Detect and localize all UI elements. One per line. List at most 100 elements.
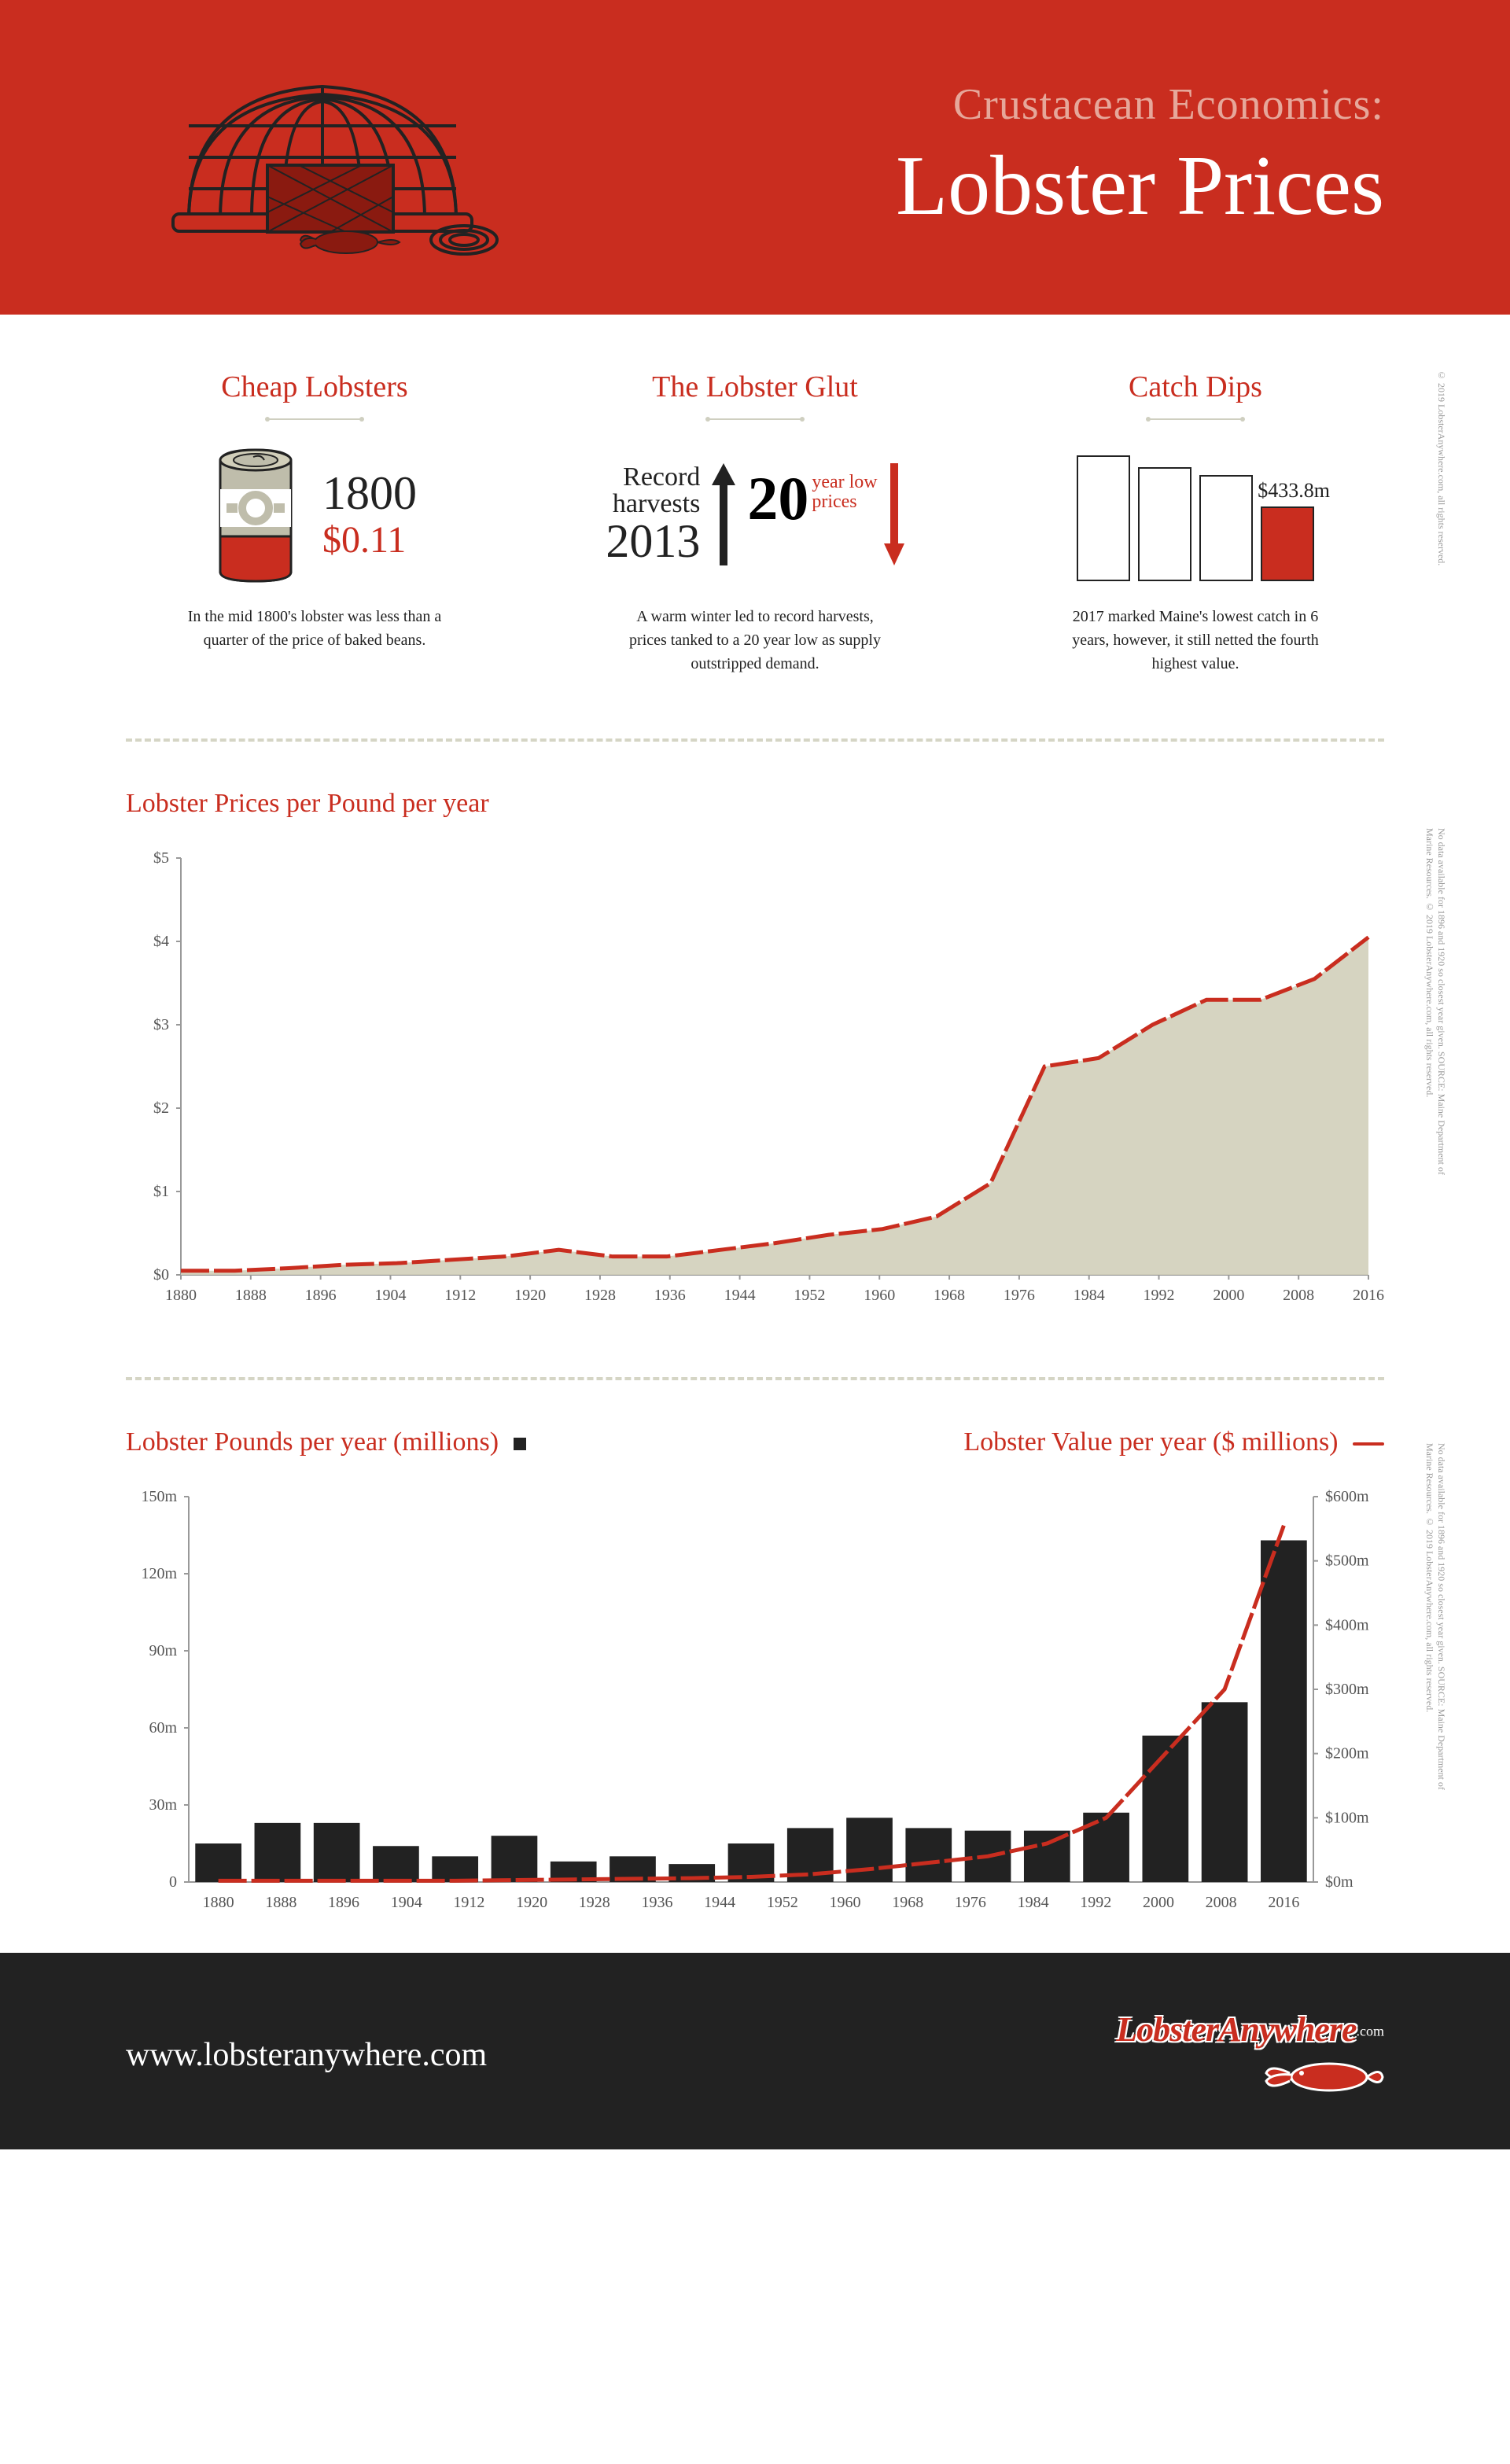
footer: www.lobsteranywhere.com LobsterAnywhere.… <box>0 1953 1510 2149</box>
svg-text:0: 0 <box>169 1873 177 1891</box>
divider <box>126 738 1384 742</box>
svg-text:1960: 1960 <box>830 1894 861 1911</box>
svg-text:1952: 1952 <box>767 1894 798 1911</box>
svg-text:1880: 1880 <box>203 1894 234 1911</box>
svg-text:1928: 1928 <box>584 1287 616 1304</box>
svg-text:1976: 1976 <box>1004 1287 1035 1304</box>
svg-text:1920: 1920 <box>514 1287 546 1304</box>
svg-text:1992: 1992 <box>1144 1287 1175 1304</box>
underline <box>267 418 362 420</box>
svg-text:1888: 1888 <box>235 1287 267 1304</box>
footer-logo: LobsterAnywhere.com <box>1116 2009 1384 2101</box>
svg-text:1928: 1928 <box>579 1894 610 1911</box>
footer-logo-suffix: .com <box>1357 2024 1385 2039</box>
header: Crustacean Economics: Lobster Prices <box>0 0 1510 315</box>
callout-glut: The Lobster Glut Record harvests 2013 20 <box>566 370 944 676</box>
dip-bar <box>1077 455 1130 581</box>
volume-chart-title-right: Lobster Value per year ($ millions) <box>963 1427 1384 1457</box>
svg-text:$100m: $100m <box>1325 1809 1369 1826</box>
legend-square-icon <box>514 1438 526 1450</box>
glut-year: 2013 <box>606 517 700 565</box>
svg-text:1880: 1880 <box>165 1287 197 1304</box>
svg-text:1976: 1976 <box>955 1894 986 1911</box>
svg-text:1992: 1992 <box>1080 1894 1111 1911</box>
price-chart-title: Lobster Prices per Pound per year <box>126 789 1384 819</box>
glut-record: Record <box>606 464 700 491</box>
svg-text:2000: 2000 <box>1213 1287 1244 1304</box>
volume-title-left-text: Lobster Pounds per year (millions) <box>126 1427 499 1457</box>
svg-text:$2: $2 <box>153 1099 169 1117</box>
dip-bar <box>1261 506 1314 581</box>
svg-text:1904: 1904 <box>374 1287 406 1304</box>
svg-text:2008: 2008 <box>1206 1894 1237 1911</box>
svg-text:$4: $4 <box>153 933 169 950</box>
copyright-side: © 2019 LobsterAnywhere.com, all rights r… <box>1435 370 1447 606</box>
arrow-down-icon <box>884 463 904 565</box>
svg-text:1960: 1960 <box>864 1287 895 1304</box>
svg-text:1888: 1888 <box>265 1894 296 1911</box>
callouts-row: Cheap Lobsters <box>0 315 1510 707</box>
legend-line-icon <box>1353 1442 1384 1446</box>
header-title: Lobster Prices <box>896 138 1384 235</box>
svg-text:1984: 1984 <box>1074 1287 1105 1304</box>
dip-bar <box>1138 467 1191 581</box>
svg-text:$5: $5 <box>153 849 169 867</box>
cheap-desc: In the mid 1800's lobster was less than … <box>181 605 448 652</box>
price-chart-section: Lobster Prices per Pound per year $0$1$2… <box>0 773 1510 1346</box>
divider <box>126 1377 1384 1380</box>
glut-line2: prices <box>812 492 877 512</box>
svg-text:60m: 60m <box>149 1719 177 1737</box>
svg-text:1968: 1968 <box>934 1287 965 1304</box>
price-chart-source: No data available for 1896 and 1920 so c… <box>1423 828 1447 1182</box>
volume-title-right-text: Lobster Value per year ($ millions) <box>963 1427 1338 1457</box>
svg-text:120m: 120m <box>141 1565 177 1582</box>
svg-text:1968: 1968 <box>892 1894 923 1911</box>
dips-bars: $433.8m <box>1077 447 1314 581</box>
svg-text:2000: 2000 <box>1143 1894 1174 1911</box>
underline <box>1148 418 1243 420</box>
svg-text:2016: 2016 <box>1268 1894 1299 1911</box>
volume-chart-source: No data available for 1896 and 1920 so c… <box>1423 1443 1447 1797</box>
glut-20: 20 <box>747 463 808 534</box>
underline <box>708 418 802 420</box>
volume-chart-section: Lobster Pounds per year (millions) Lobst… <box>0 1412 1510 1953</box>
glut-desc: A warm winter led to record harvests, pr… <box>621 605 889 676</box>
callout-cheap: Cheap Lobsters <box>126 370 503 676</box>
svg-text:$0: $0 <box>153 1266 169 1284</box>
svg-text:1904: 1904 <box>391 1894 422 1911</box>
volume-chart: 030m60m90m120m150m$0m$100m$200m$300m$400… <box>126 1481 1384 1921</box>
callout-dips-title: Catch Dips <box>1007 370 1384 404</box>
svg-text:$300m: $300m <box>1325 1681 1369 1698</box>
glut-harvests: harvests <box>606 491 700 517</box>
volume-chart-title-left: Lobster Pounds per year (millions) <box>126 1427 526 1457</box>
arrow-up-icon <box>712 463 735 565</box>
svg-text:1896: 1896 <box>328 1894 359 1911</box>
header-subtitle: Crustacean Economics: <box>896 79 1384 130</box>
dips-value: $433.8m <box>1258 479 1330 503</box>
svg-text:1896: 1896 <box>305 1287 337 1304</box>
svg-text:150m: 150m <box>141 1488 177 1505</box>
callout-cheap-title: Cheap Lobsters <box>126 370 503 404</box>
svg-text:1984: 1984 <box>1018 1894 1049 1911</box>
svg-text:1952: 1952 <box>794 1287 825 1304</box>
svg-text:$3: $3 <box>153 1016 169 1033</box>
svg-text:$200m: $200m <box>1325 1745 1369 1762</box>
svg-text:1912: 1912 <box>453 1894 484 1911</box>
price-chart: $0$1$2$3$4$51880188818961904191219201928… <box>126 842 1384 1314</box>
footer-url: www.lobsteranywhere.com <box>126 2036 487 2074</box>
lobster-trap-illustration <box>126 47 535 267</box>
svg-text:$0m: $0m <box>1325 1873 1353 1891</box>
footer-logo-text: LobsterAnywhere <box>1116 2010 1356 2049</box>
svg-text:1944: 1944 <box>704 1894 735 1911</box>
header-text: Crustacean Economics: Lobster Prices <box>896 79 1384 235</box>
svg-text:1912: 1912 <box>444 1287 476 1304</box>
svg-text:1936: 1936 <box>654 1287 686 1304</box>
glut-line1: year low <box>812 473 877 492</box>
svg-text:2016: 2016 <box>1353 1287 1384 1304</box>
svg-text:$500m: $500m <box>1325 1552 1369 1570</box>
svg-text:90m: 90m <box>149 1642 177 1659</box>
svg-text:1944: 1944 <box>724 1287 756 1304</box>
svg-text:30m: 30m <box>149 1796 177 1814</box>
dip-bar <box>1199 475 1253 581</box>
svg-text:1920: 1920 <box>516 1894 547 1911</box>
